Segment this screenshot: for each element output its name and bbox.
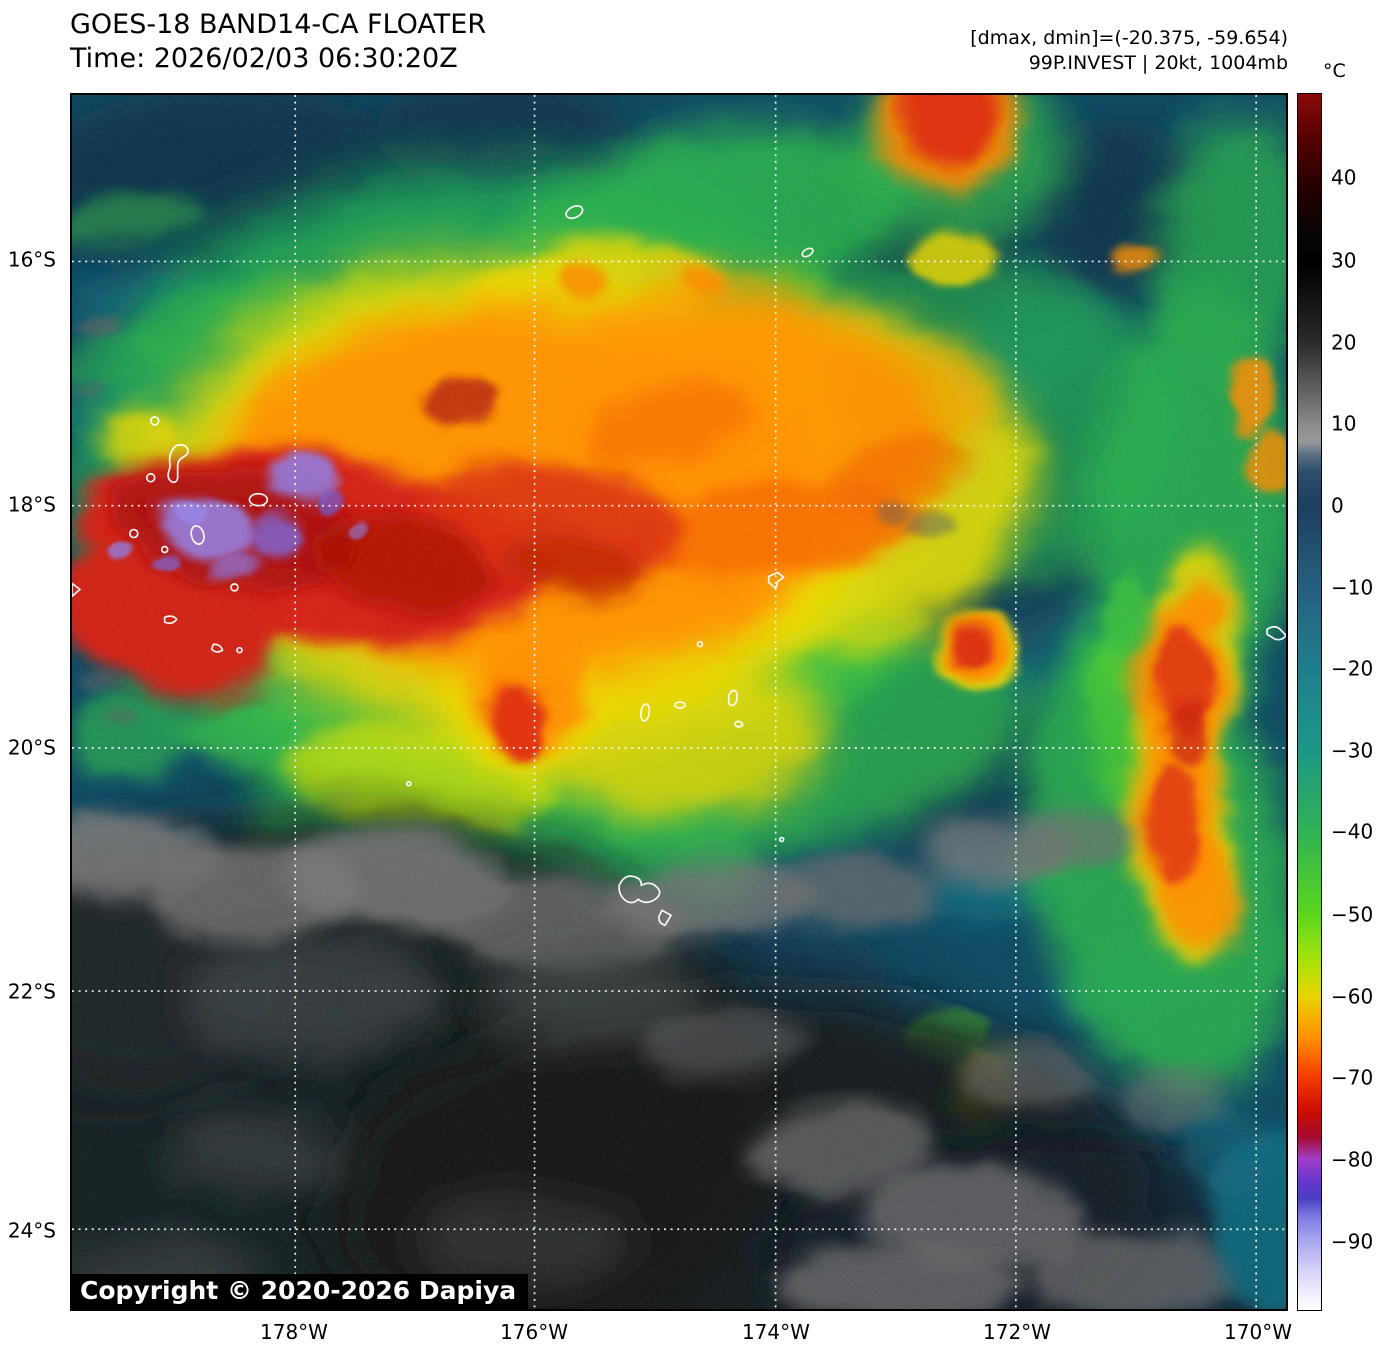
- island-contour: [210, 643, 224, 653]
- colorbar-tick-label: −30: [1331, 738, 1374, 763]
- island-contour: [674, 701, 686, 709]
- colorbar-tick-label: −80: [1331, 1147, 1374, 1172]
- colorbar-tick-label: −60: [1331, 984, 1374, 1009]
- title-block: GOES-18 BAND14-CA FLOATER Time: 2026/02/…: [70, 8, 486, 76]
- colorbar-tick-label: 0: [1331, 493, 1344, 518]
- islet-contour: [149, 416, 160, 426]
- page-title: GOES-18 BAND14-CA FLOATER: [70, 9, 487, 40]
- islet-contour: [406, 780, 412, 787]
- coastline-contours: [72, 205, 1286, 927]
- lon-tick-label: 178°W: [260, 1320, 328, 1344]
- colorbar-unit-label: °C: [1323, 60, 1346, 82]
- island-contour: [190, 525, 205, 545]
- temperature-colorbar: [1297, 93, 1322, 1311]
- island-contour: [565, 205, 584, 220]
- islet-contour: [230, 583, 239, 592]
- islet-contour: [236, 646, 243, 654]
- latitude-axis: 16°S 18°S 20°S 22°S 24°S: [0, 93, 62, 1311]
- island-contour: [727, 689, 738, 707]
- islet-contour: [145, 472, 156, 483]
- lon-tick-label: 170°W: [1224, 1320, 1293, 1344]
- island-contour: [658, 909, 672, 927]
- colorbar-tick-label: 30: [1331, 248, 1357, 273]
- islet-contour: [160, 545, 169, 554]
- lat-tick-label: 24°S: [7, 1218, 56, 1243]
- lat-tick-label: 16°S: [7, 247, 56, 272]
- island-contour: [248, 492, 269, 507]
- colorbar-tick-label: −70: [1331, 1065, 1374, 1090]
- lon-tick-label: 176°W: [500, 1320, 569, 1344]
- island-contour: [640, 703, 651, 722]
- colorbar-tick-label: −40: [1331, 819, 1374, 844]
- longitude-axis: 178°W 176°W 174°W 172°W 170°W: [70, 1320, 1292, 1352]
- colorbar-tick-label: 40: [1331, 165, 1357, 190]
- island-contour: [801, 247, 814, 258]
- island-contour: [1266, 625, 1286, 641]
- colorbar-tick-label: 10: [1331, 411, 1357, 436]
- island-contour: [167, 444, 189, 484]
- island-contour: [72, 582, 81, 598]
- colorbar-tick-label: −10: [1331, 575, 1374, 600]
- lon-tick-label: 172°W: [983, 1320, 1051, 1344]
- latlon-gridlines: [72, 95, 1286, 1309]
- dmax-dmin-annotation: [dmax, dmin]=(-20.375, -59.654): [970, 27, 1288, 49]
- colorbar-tick-label: −90: [1331, 1229, 1374, 1254]
- islet-contour: [128, 528, 139, 539]
- copyright-badge: Copyright © 2020-2026 Dapiya: [72, 1274, 529, 1309]
- colorbar-tick-label: 20: [1331, 330, 1357, 355]
- island-contour: [733, 720, 744, 728]
- island-contour: [767, 571, 785, 590]
- satellite-map: Copyright © 2020-2026 Dapiya: [70, 93, 1288, 1311]
- colorbar-tick-labels: 40 30 20 10 0 −10 −20 −30 −40 −50 −60 −70 −80 −90: [1331, 93, 1388, 1311]
- lat-tick-label: 20°S: [7, 735, 56, 760]
- lat-tick-label: 18°S: [7, 492, 56, 517]
- lat-tick-label: 22°S: [7, 979, 56, 1004]
- islet-contour: [696, 640, 704, 648]
- colorbar-tick-label: −20: [1331, 656, 1374, 681]
- island-contour: [618, 875, 661, 904]
- colorbar-tick-label: −50: [1331, 902, 1374, 927]
- island-contour: [163, 615, 178, 625]
- islet-contour: [778, 836, 785, 843]
- storm-annotation: 99P.INVEST | 20kt, 1004mb: [1028, 52, 1288, 74]
- annotation-block: [dmax, dmin]=(-20.375, -59.654) 99P.INVE…: [970, 26, 1288, 76]
- satellite-imagery: [72, 95, 1286, 1309]
- lon-tick-label: 174°W: [741, 1320, 810, 1344]
- timestamp: Time: 2026/02/03 06:30:20Z: [70, 43, 458, 74]
